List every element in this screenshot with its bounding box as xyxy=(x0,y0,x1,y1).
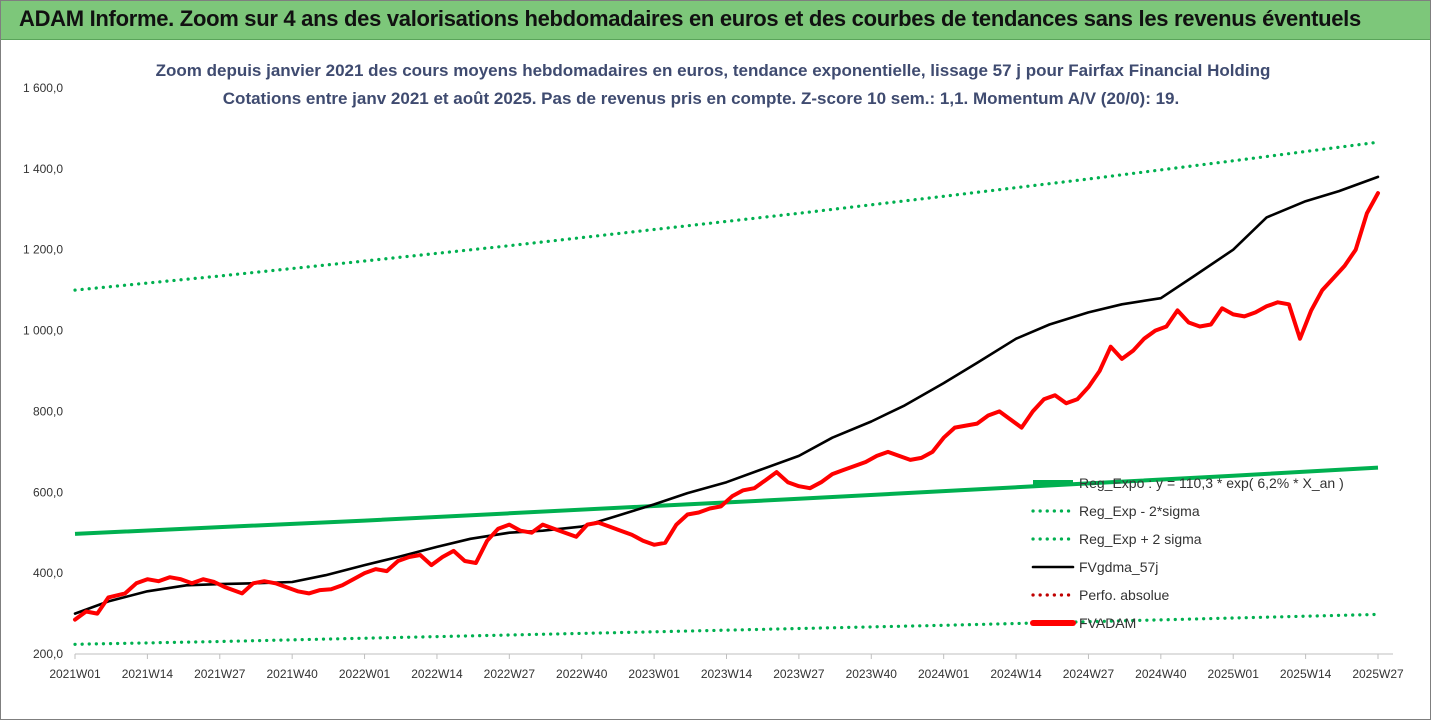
legend-label: Perfo. absolue xyxy=(1079,587,1169,603)
report-title: ADAM Informe. Zoom sur 4 ans des valoris… xyxy=(19,6,1361,31)
chart-plot: Zoom depuis janvier 2021 des cours moyen… xyxy=(23,61,1404,681)
y-tick-label: 1 600,0 xyxy=(23,81,63,95)
chart-subtitle-line1: Zoom depuis janvier 2021 des cours moyen… xyxy=(156,61,1271,80)
x-tick-label: 2025W14 xyxy=(1280,667,1332,681)
y-axis: 200,0 400,0 600,0 800,0 1 000,0 1 200,0 1 400,… xyxy=(23,81,63,661)
y-tick-label: 200,0 xyxy=(33,647,63,661)
chart-subtitle-line2: Cotations entre janv 2021 et août 2025. … xyxy=(223,89,1179,108)
x-tick-label: 2023W27 xyxy=(773,667,825,681)
y-tick-label: 400,0 xyxy=(33,566,63,580)
x-tick-label: 2024W27 xyxy=(1063,667,1115,681)
legend-label: Reg_Exp + 2 sigma xyxy=(1079,531,1202,547)
x-tick-label: 2025W01 xyxy=(1208,667,1260,681)
series-line-reg-exp-2-sigma xyxy=(73,612,1380,646)
x-tick-label: 2022W01 xyxy=(339,667,391,681)
x-tick-label: 2022W27 xyxy=(484,667,536,681)
series-layer xyxy=(73,140,1380,646)
y-tick-label: 1 400,0 xyxy=(23,162,63,176)
x-tick-label: 2024W14 xyxy=(990,667,1042,681)
series-line-fvadam xyxy=(73,191,1380,622)
series-line-fvgdma-57j xyxy=(73,175,1380,615)
y-tick-label: 600,0 xyxy=(33,485,63,499)
y-tick-label: 800,0 xyxy=(33,404,63,418)
legend-label: FVgdma_57j xyxy=(1079,559,1158,575)
x-tick-label: 2023W14 xyxy=(701,667,753,681)
legend-label: FVADAM xyxy=(1079,615,1136,631)
y-tick-label: 1 200,0 xyxy=(23,243,63,257)
x-axis: 2021W01 2021W14 2021W27 2021W40 2022W01 2022W… xyxy=(49,653,1404,681)
x-tick-label: 2024W01 xyxy=(918,667,970,681)
x-tick-label: 2021W14 xyxy=(122,667,174,681)
legend-label: Reg_Expo : y = 110,3 * exp( 6,2% * X_an … xyxy=(1079,475,1344,491)
x-tick-label: 2021W01 xyxy=(49,667,101,681)
x-tick-label: 2024W40 xyxy=(1135,667,1187,681)
chart-legend: Reg_Expo : y = 110,3 * exp( 6,2% * X_an … xyxy=(1030,475,1344,631)
series-line-reg-exp-2-sigma xyxy=(73,140,1380,292)
legend-label: Reg_Exp - 2*sigma xyxy=(1079,503,1200,519)
x-tick-label: 2023W40 xyxy=(846,667,898,681)
y-tick-label: 1 000,0 xyxy=(23,324,63,338)
x-tick-label: 2025W27 xyxy=(1352,667,1404,681)
x-tick-label: 2021W27 xyxy=(194,667,246,681)
report-banner: ADAM Informe. Zoom sur 4 ans des valoris… xyxy=(1,1,1430,40)
x-tick-label: 2022W14 xyxy=(411,667,463,681)
x-tick-label: 2023W01 xyxy=(628,667,680,681)
x-tick-label: 2022W40 xyxy=(556,667,608,681)
x-tick-label: 2021W40 xyxy=(266,667,318,681)
